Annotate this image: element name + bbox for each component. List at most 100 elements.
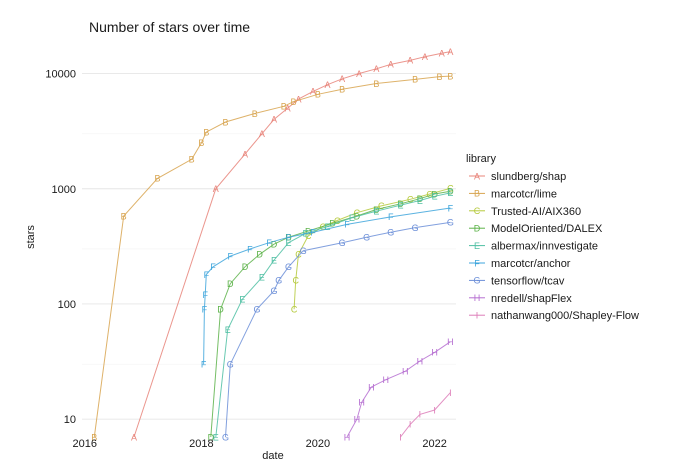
legend-key-symbol: F xyxy=(474,258,480,268)
legend-label: marcotcr/anchor xyxy=(491,258,571,270)
data-point: F xyxy=(388,212,394,222)
y-axis-title: stars xyxy=(25,225,37,249)
legend-key-symbol: C xyxy=(474,206,481,216)
data-point: E xyxy=(373,206,379,216)
data-point: A xyxy=(356,69,362,79)
data-point: D xyxy=(271,240,278,250)
legend-item: C Trusted-AI/AIX360 xyxy=(469,206,581,218)
data-point: B xyxy=(373,79,379,89)
y-axis-ticks: 10 100 1000 10000 xyxy=(45,69,76,427)
data-point: A xyxy=(259,129,265,139)
data-point: D xyxy=(242,262,249,272)
data-point: E xyxy=(397,200,403,210)
legend-label: Trusted-AI/AIX360 xyxy=(491,206,581,218)
legend-label: slundberg/shap xyxy=(491,171,566,183)
data-point: A xyxy=(439,49,445,59)
series-line xyxy=(215,192,451,438)
data-point: A xyxy=(310,87,316,97)
data-point: H xyxy=(431,348,438,358)
data-point: H xyxy=(383,375,390,385)
data-point: A xyxy=(213,184,219,194)
data-point: A xyxy=(242,149,248,159)
data-point: G xyxy=(447,218,454,228)
data-point: E xyxy=(259,273,265,283)
data-point: C xyxy=(334,216,341,226)
data-point: B xyxy=(222,117,228,127)
data-point: E xyxy=(432,192,438,202)
data-point: A xyxy=(373,64,379,74)
data-point: H xyxy=(354,414,361,424)
data-point: D xyxy=(397,199,404,209)
data-point: C xyxy=(426,189,433,199)
data-point: G xyxy=(222,432,229,442)
data-point: B xyxy=(315,90,321,100)
data-point: C xyxy=(295,250,302,260)
series-line xyxy=(210,190,451,438)
data-point: G xyxy=(387,227,394,237)
data-point: E xyxy=(324,222,330,232)
data-point: A xyxy=(388,60,394,70)
data-point: G xyxy=(253,305,260,315)
data-point: D xyxy=(329,219,336,229)
data-point: D xyxy=(447,187,454,197)
data-point: H xyxy=(447,337,454,347)
data-point: D xyxy=(208,432,215,442)
data-point: H xyxy=(417,356,424,366)
legend-label: nredell/shapFlex xyxy=(491,293,572,305)
data-point: I xyxy=(449,388,452,398)
data-point: B xyxy=(447,71,453,81)
data-point: D xyxy=(217,305,224,315)
data-point: E xyxy=(286,238,292,248)
data-point: E xyxy=(225,325,231,335)
legend-title: library xyxy=(466,153,496,165)
legend-item: D ModelOriented/DALEX xyxy=(469,223,603,235)
data-point: I xyxy=(399,432,402,442)
series-line xyxy=(93,75,451,438)
legend-label: ModelOriented/DALEX xyxy=(491,223,603,235)
data-point: F xyxy=(202,290,208,300)
data-point: B xyxy=(412,75,418,85)
data-point: G xyxy=(300,246,307,256)
data-point: F xyxy=(344,220,350,230)
data-point: G xyxy=(363,232,370,242)
data-point: F xyxy=(247,244,253,254)
data-point: H xyxy=(358,398,365,408)
data-point: B xyxy=(281,102,287,112)
data-point: D xyxy=(431,189,438,199)
x-tick-label: 2022 xyxy=(422,438,446,450)
data-point: E xyxy=(349,213,355,223)
x-axis-title: date xyxy=(262,450,283,460)
legend-label: nathanwang000/Shapley-Flow xyxy=(491,310,639,322)
series-line xyxy=(133,51,451,438)
legend-label: marcotcr/lime xyxy=(491,188,557,200)
data-point: F xyxy=(202,305,208,315)
data-point: F xyxy=(286,232,292,242)
data-point: B xyxy=(189,155,195,165)
x-tick-label: 2018 xyxy=(189,438,213,450)
chart-title: Number of stars over time xyxy=(89,19,250,35)
data-point: D xyxy=(417,194,424,204)
data-point: C xyxy=(354,208,361,218)
data-point: A xyxy=(339,74,345,84)
x-tick-label: 2020 xyxy=(306,438,330,450)
legend-key-symbol: I xyxy=(476,311,479,321)
data-point: A xyxy=(285,104,291,114)
data-point: C xyxy=(305,231,312,241)
data-point: E xyxy=(447,188,453,198)
data-point: G xyxy=(271,286,278,296)
data-point: B xyxy=(198,138,204,148)
data-point: A xyxy=(324,80,330,90)
y-tick-label: 10 xyxy=(64,414,76,426)
